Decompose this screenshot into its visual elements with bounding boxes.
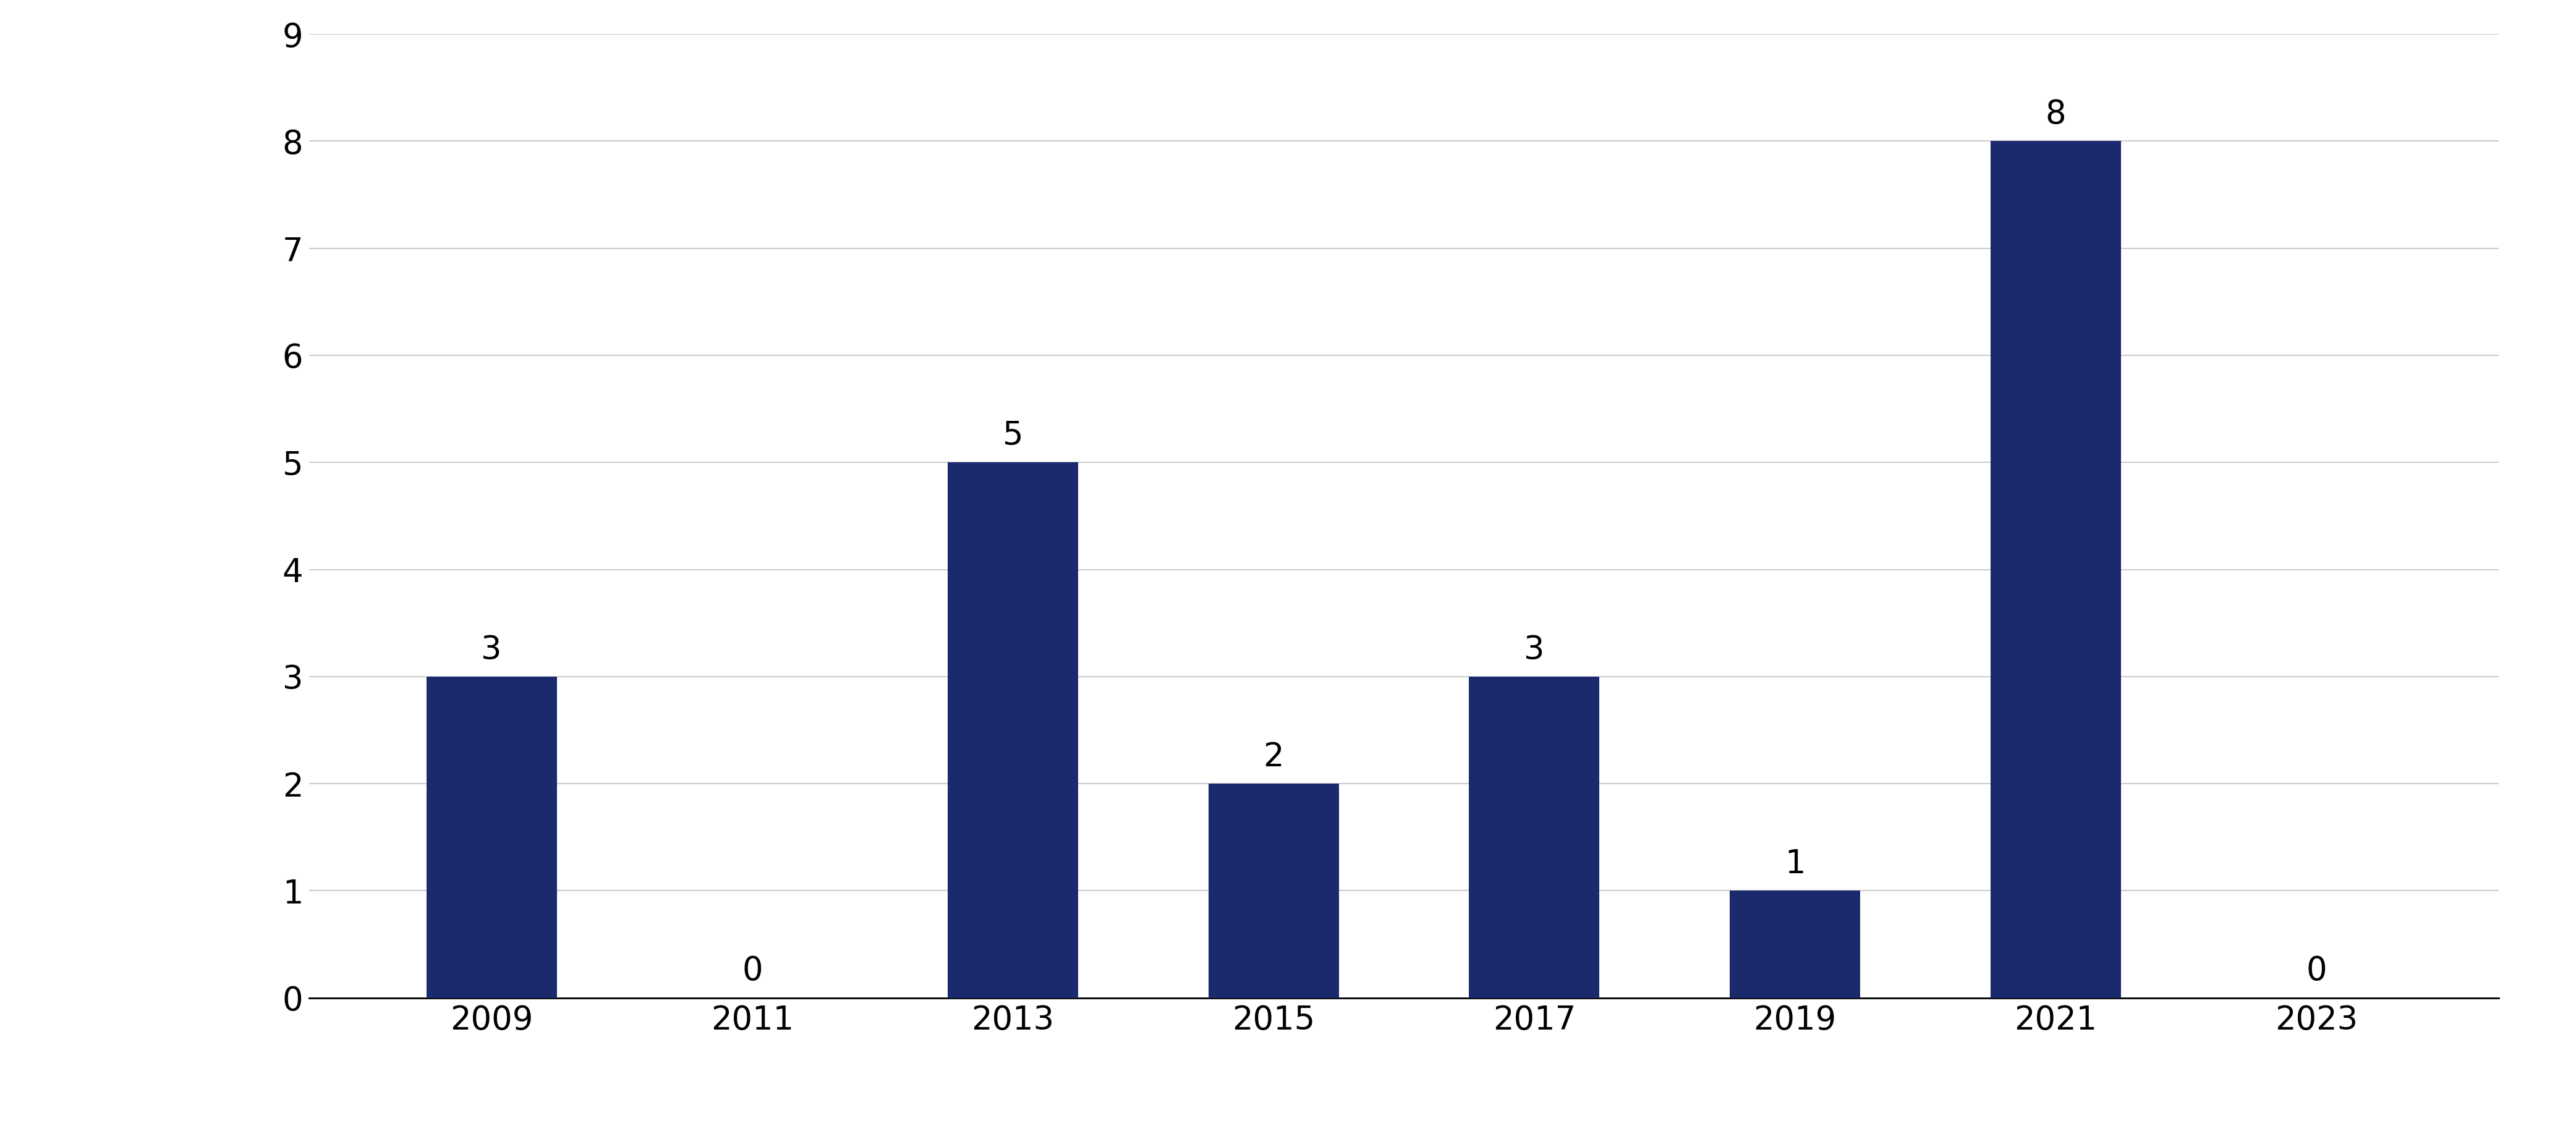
Bar	[428, 677, 556, 998]
Text: 0: 0	[2306, 955, 2326, 988]
Text: 3: 3	[1525, 634, 1546, 666]
Text: 1: 1	[1785, 848, 1806, 880]
Bar	[1728, 891, 1860, 998]
Text: 8: 8	[2045, 99, 2066, 130]
Text: 5: 5	[1002, 420, 1023, 451]
Text: 3: 3	[482, 634, 502, 666]
Text: 2: 2	[1262, 741, 1283, 773]
Text: 0: 0	[742, 955, 762, 988]
Bar	[1468, 677, 1600, 998]
Bar	[1991, 141, 2120, 998]
Bar	[1208, 784, 1340, 998]
Bar	[948, 463, 1079, 998]
